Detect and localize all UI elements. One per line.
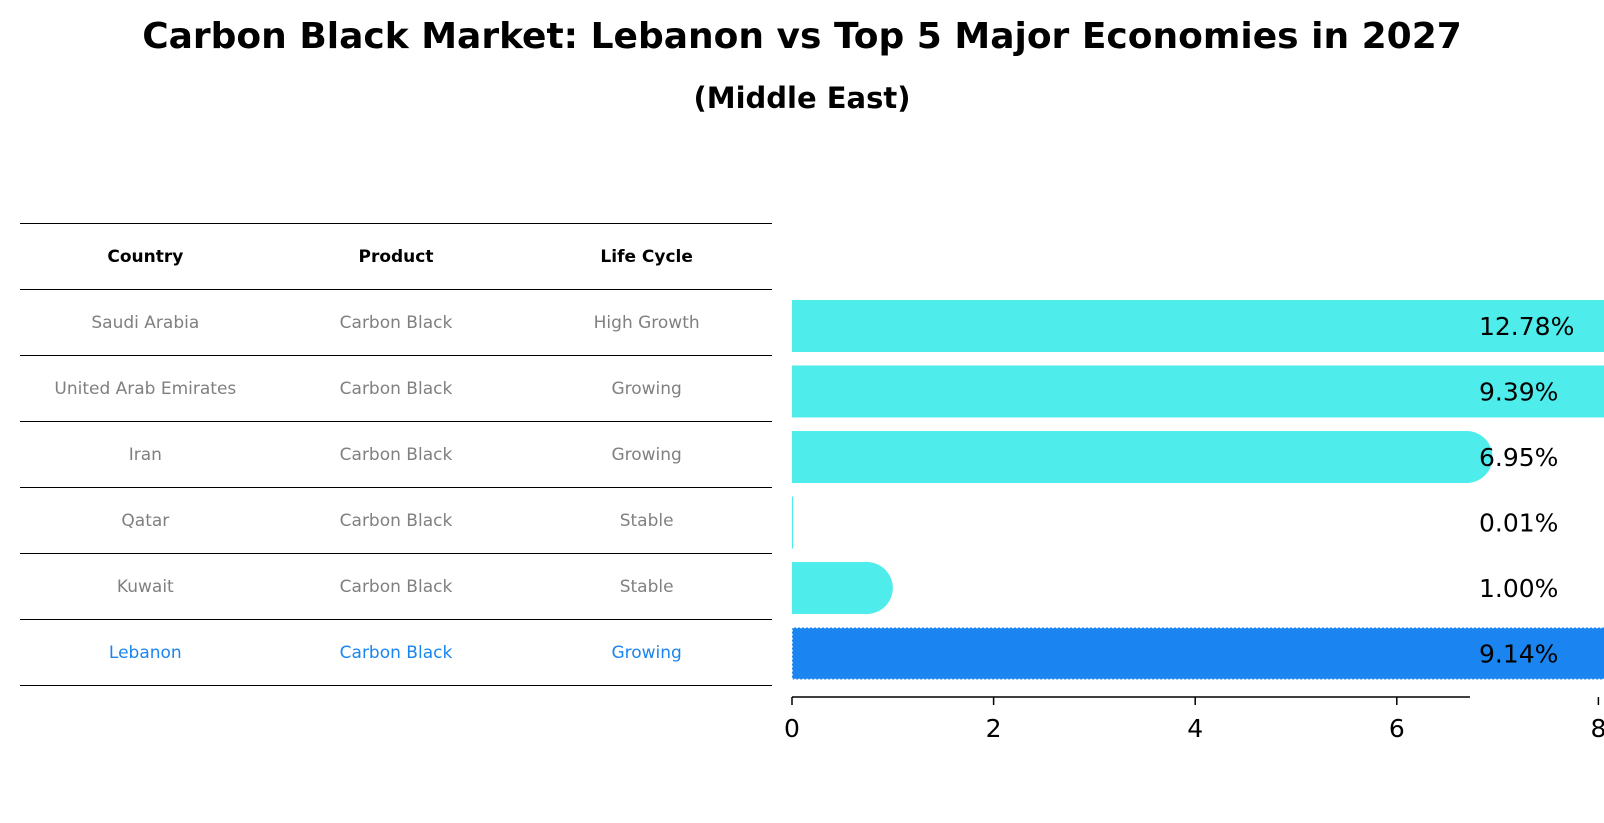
value-label: 6.95% <box>1479 443 1558 472</box>
country-cell: Kuwait <box>20 553 271 620</box>
bar-qatar <box>792 496 794 549</box>
value-label: 0.01% <box>1479 509 1558 538</box>
column-header-country: Country <box>20 223 271 290</box>
chart-subtitle: (Middle East) <box>693 81 911 115</box>
value-label: 1.00% <box>1479 574 1558 603</box>
chart-title: Carbon Black Market: Lebanon vs Top 5 Ma… <box>142 16 1462 57</box>
table-row: Qatar Carbon Black Stable <box>20 487 772 554</box>
x-tick-label: 6 <box>1389 714 1405 743</box>
life-cycle-cell: High Growth <box>521 289 772 356</box>
column-header-product: Product <box>270 223 522 290</box>
x-tick-label: 4 <box>1187 714 1203 743</box>
value-label: 12.78% <box>1479 312 1574 341</box>
bar-lebanon <box>791 626 1604 681</box>
product-cell: Carbon Black <box>270 289 522 356</box>
market-table: Country Product Life Cycle Saudi Arabia … <box>20 223 772 686</box>
product-cell: Carbon Black <box>270 355 522 422</box>
country-cell: Qatar <box>20 487 271 554</box>
country-cell: United Arab Emirates <box>20 355 271 422</box>
country-cell: Lebanon <box>20 619 271 686</box>
product-cell: Carbon Black <box>270 553 522 620</box>
value-label: 9.39% <box>1479 378 1558 407</box>
product-cell: Carbon Black <box>270 421 522 488</box>
table-header-row: Country Product Life Cycle <box>20 223 772 290</box>
column-header-life-cycle: Life Cycle <box>521 223 772 290</box>
life-cycle-cell: Growing <box>521 421 772 488</box>
x-tick-label: 0 <box>784 714 800 743</box>
country-cell: Saudi Arabia <box>20 289 271 356</box>
bar-saudi-arabia <box>792 300 1604 352</box>
life-cycle-cell: Stable <box>521 553 772 620</box>
life-cycle-cell: Growing <box>521 619 772 686</box>
bar-kuwait <box>792 562 893 614</box>
table-row: Saudi Arabia Carbon Black High Growth <box>20 289 772 356</box>
value-label: 9.14% <box>1479 640 1558 669</box>
product-cell: Carbon Black <box>270 487 522 554</box>
table-row: United Arab Emirates Carbon Black Growin… <box>20 355 772 422</box>
life-cycle-cell: Growing <box>521 355 772 422</box>
table-row: Kuwait Carbon Black Stable <box>20 553 772 620</box>
bar-iran <box>792 431 1493 483</box>
product-cell: Carbon Black <box>270 619 522 686</box>
bar-united-arab-emirates <box>792 365 1604 418</box>
x-tick-label: 2 <box>986 714 1002 743</box>
country-cell: Iran <box>20 421 271 488</box>
table-row: Iran Carbon Black Growing <box>20 421 772 488</box>
life-cycle-cell: Stable <box>521 487 772 554</box>
table-row-highlighted: Lebanon Carbon Black Growing <box>20 619 772 686</box>
x-tick-label: 8 <box>1590 714 1604 743</box>
